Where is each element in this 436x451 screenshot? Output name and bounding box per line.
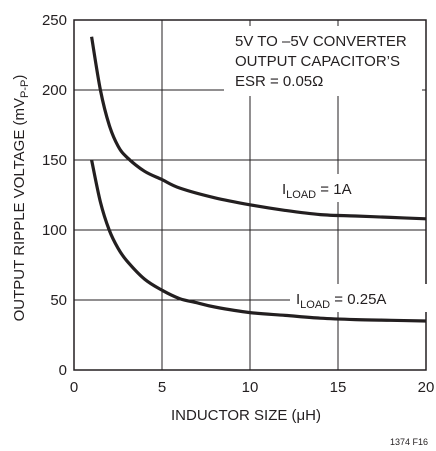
y-axis-label-main: OUTPUT RIPPLE VOLTAGE (mV xyxy=(11,98,28,321)
series-line-1 xyxy=(90,36,427,221)
series-label-1a-prefix: I xyxy=(282,181,286,198)
y-tick-label: 150 xyxy=(42,152,67,169)
figure-id: 1374 F16 xyxy=(390,437,428,447)
series-label-1a: ILOAD = 1A xyxy=(282,181,352,201)
series-label-1a-suffix: = 1A xyxy=(316,181,351,198)
y-axis-label: OUTPUT RIPPLE VOLTAGE (mVP-P) xyxy=(11,75,31,322)
plot-frame xyxy=(73,19,427,371)
x-tick-label: 0 xyxy=(70,379,78,396)
series-label-2-prefix: I xyxy=(296,291,300,308)
series-label-2-background xyxy=(290,284,428,312)
annotation-line-1: 5V TO –5V CONVERTER xyxy=(235,33,407,50)
x-tick-label: 15 xyxy=(330,379,347,396)
y-tick-label: 100 xyxy=(42,222,67,239)
series-label-2-sub: LOAD xyxy=(300,299,330,311)
x-tick-label: 10 xyxy=(242,379,259,396)
series-label-2-suffix: = 0.25A xyxy=(330,291,386,308)
y-axis-label-close: ) xyxy=(11,75,28,80)
x-axis-label: INDUCTOR SIZE (μH) xyxy=(171,407,321,424)
x-tick-label: 5 xyxy=(158,379,166,396)
y-tick-label: 0 xyxy=(59,362,67,379)
series-label-1a-sub: LOAD xyxy=(286,189,316,201)
y-axis-label-sub: P-P xyxy=(19,80,31,98)
y-tick-label: 200 xyxy=(42,82,67,99)
y-tick-label: 250 xyxy=(42,12,67,29)
annotation-background xyxy=(224,26,422,96)
series-group xyxy=(90,36,427,323)
annotation-line-2: OUTPUT CAPACITOR’S xyxy=(235,53,400,70)
series-label-2: ILOAD = 0.25A xyxy=(296,291,386,311)
annotation-line-3: ESR = 0.05Ω xyxy=(235,73,323,90)
series-line-2 xyxy=(90,159,427,323)
series-label-1-background xyxy=(276,174,398,202)
y-tick-label: 50 xyxy=(50,292,67,309)
x-tick-label: 20 xyxy=(418,379,435,396)
